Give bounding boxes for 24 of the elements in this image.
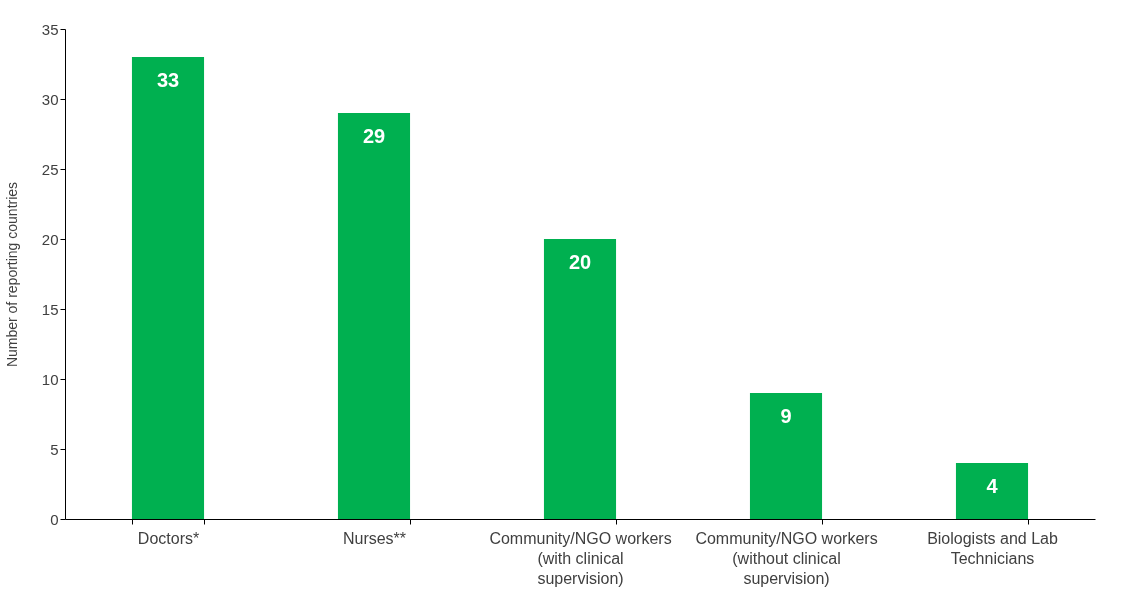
y-tick-label: 30 — [41, 90, 59, 108]
bar — [337, 113, 411, 519]
data-label: 9 — [780, 405, 792, 427]
data-label: 29 — [362, 125, 386, 147]
y-tick-label: 5 — [50, 440, 59, 458]
y-tick-label: 25 — [41, 160, 59, 178]
y-tick-label: 15 — [41, 300, 59, 318]
x-tick-label: Community/NGO workers (with clinical supervision) — [489, 529, 672, 587]
x-tick-label: Community/NGO workers (without clinical supervision) — [695, 529, 878, 587]
data-label: 33 — [156, 69, 180, 91]
x-tick-label: Biologists and Lab Technicians — [927, 529, 1058, 567]
bar — [543, 239, 617, 519]
y-tick-label: 35 — [41, 20, 59, 38]
y-tick-label: 20 — [41, 230, 59, 248]
bar — [955, 463, 1029, 519]
x-tick-label: Nurses** — [342, 529, 407, 547]
x-tick-label: Doctors* — [137, 529, 200, 547]
data-label: 4 — [986, 475, 999, 497]
bar — [131, 57, 205, 519]
y-tick-label: 10 — [41, 370, 59, 388]
y-axis-title: Number of reporting countries — [3, 181, 20, 368]
data-label: 20 — [568, 251, 592, 273]
bar — [749, 393, 823, 519]
y-tick-label: 0 — [50, 510, 59, 528]
